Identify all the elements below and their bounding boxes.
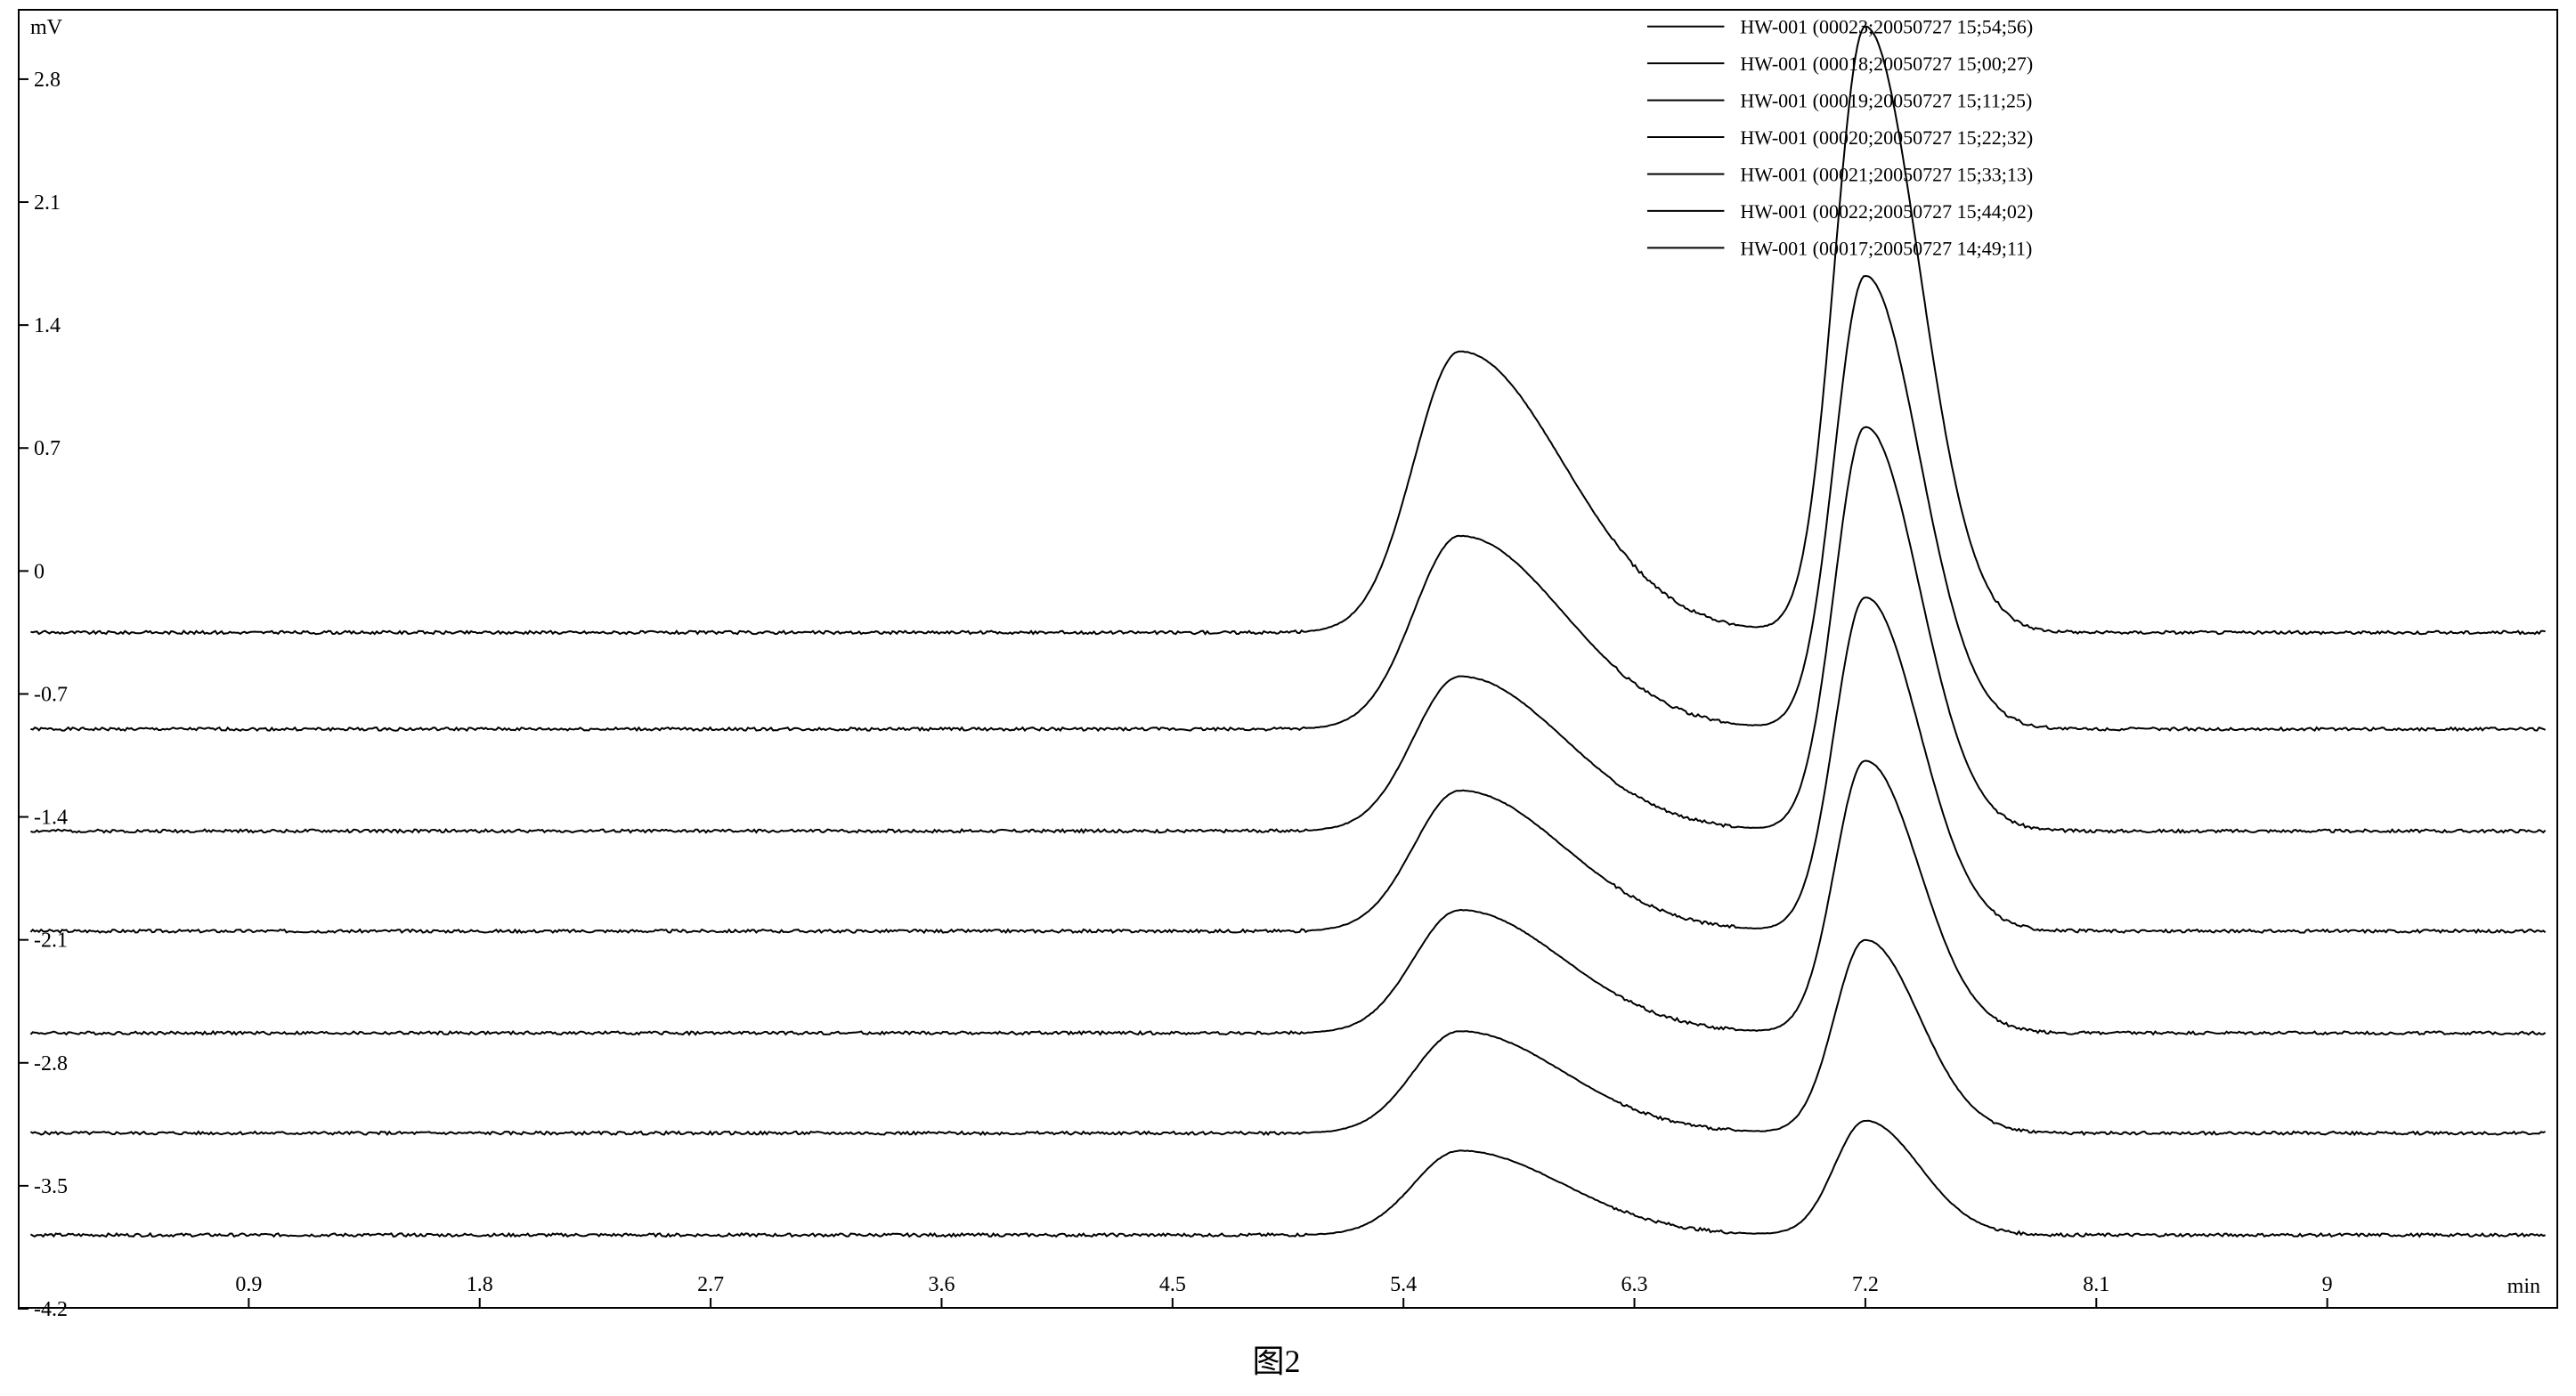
chromatogram-svg: -4.2-3.5-2.8-2.1-1.4-0.700.71.42.12.8mV0… xyxy=(0,0,2576,1396)
legend-label: HW-001 (00017;20050727 14;49;11) xyxy=(1740,237,2032,259)
trace-1 xyxy=(30,276,2545,731)
svg-text:8.1: 8.1 xyxy=(2083,1273,2109,1296)
svg-text:0.7: 0.7 xyxy=(34,437,61,460)
svg-text:-0.7: -0.7 xyxy=(34,683,68,706)
svg-text:0.9: 0.9 xyxy=(235,1273,262,1296)
legend-label: HW-001 (00019;20050727 15;11;25) xyxy=(1740,90,2032,112)
legend-label: HW-001 (00022;20050727 15;44;02) xyxy=(1740,200,2033,223)
trace-2 xyxy=(30,427,2545,832)
svg-text:5.4: 5.4 xyxy=(1390,1273,1417,1296)
svg-text:-3.5: -3.5 xyxy=(34,1175,68,1198)
trace-4 xyxy=(30,761,2545,1035)
svg-text:1.8: 1.8 xyxy=(467,1273,493,1296)
svg-text:1.4: 1.4 xyxy=(34,314,61,337)
svg-text:-1.4: -1.4 xyxy=(34,807,68,830)
trace-6 xyxy=(30,1121,2545,1237)
trace-3 xyxy=(30,597,2545,933)
legend-label: HW-001 (00020;20050727 15;22;32) xyxy=(1740,126,2033,149)
figure-caption: 图2 xyxy=(1253,1335,1301,1382)
svg-text:-4.2: -4.2 xyxy=(34,1298,68,1321)
legend-label: HW-001 (00021;20050727 15;33;13) xyxy=(1740,163,2033,185)
svg-text:7.2: 7.2 xyxy=(1852,1273,1879,1296)
svg-text:2.7: 2.7 xyxy=(697,1273,724,1296)
trace-5 xyxy=(30,940,2545,1135)
legend-label: HW-001 (00023;20050727 15;54;56) xyxy=(1740,16,2033,38)
svg-text:min: min xyxy=(2507,1275,2540,1298)
trace-0 xyxy=(30,27,2545,634)
legend-label: HW-001 (00018;20050727 15;00;27) xyxy=(1740,53,2033,75)
svg-text:2.8: 2.8 xyxy=(34,69,61,92)
svg-text:4.5: 4.5 xyxy=(1159,1273,1186,1296)
chromatogram-figure: -4.2-3.5-2.8-2.1-1.4-0.700.71.42.12.8mV0… xyxy=(0,0,2576,1396)
svg-text:0: 0 xyxy=(34,560,45,583)
svg-text:2.1: 2.1 xyxy=(34,191,61,215)
svg-text:9: 9 xyxy=(2322,1273,2333,1296)
svg-text:mV: mV xyxy=(30,16,63,39)
svg-text:3.6: 3.6 xyxy=(928,1273,955,1296)
svg-text:-2.8: -2.8 xyxy=(34,1052,68,1075)
svg-text:6.3: 6.3 xyxy=(1621,1273,1648,1296)
